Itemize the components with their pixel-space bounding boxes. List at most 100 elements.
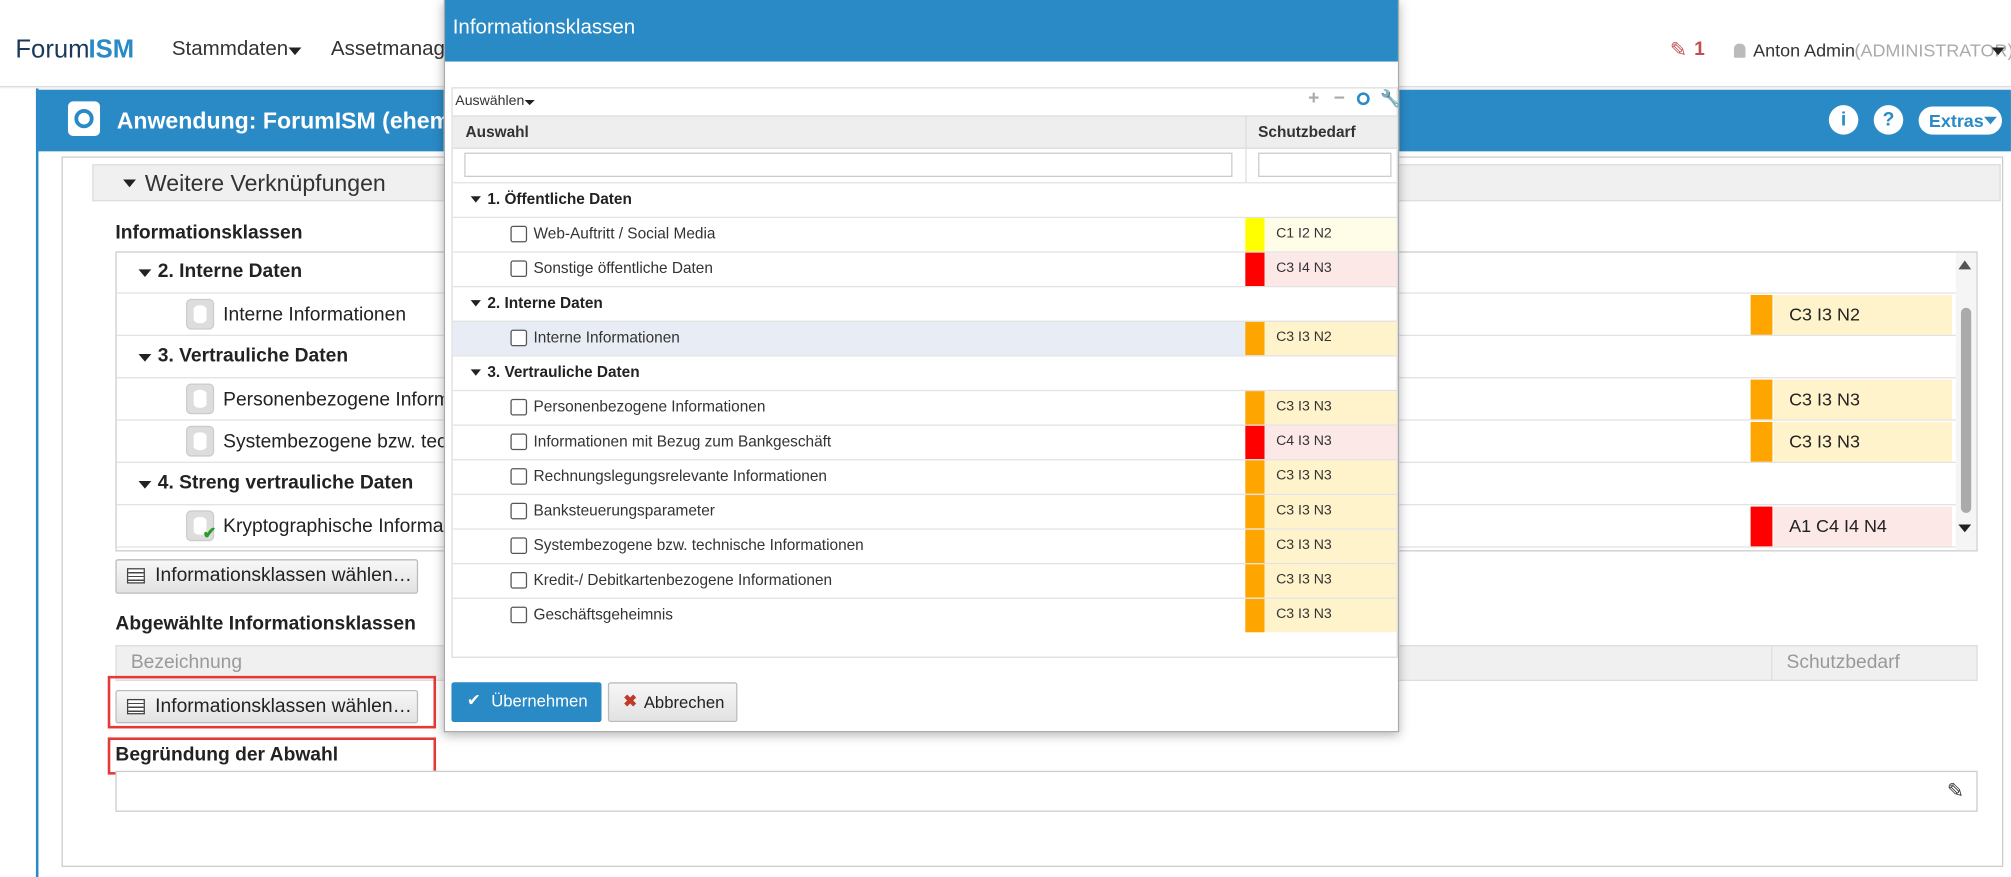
user-role: (ADMINISTRATOR) [1854, 39, 2011, 61]
brand-accent[interactable]: ISM [88, 35, 135, 65]
protection-value: A1 C4 I4 N4 [1789, 515, 1887, 537]
filter-input[interactable] [464, 152, 1233, 177]
protection-cell [1264, 218, 1397, 252]
ok-label[interactable]: Übernehmen [491, 691, 588, 711]
grid-group-row [452, 182, 1397, 217]
item-name: Banksteuerungsparameter [533, 501, 715, 520]
choose-label[interactable]: Informationsklassen wählen… [155, 564, 412, 587]
checkbox[interactable] [510, 260, 528, 278]
protection-color [1245, 460, 1265, 494]
protection-color [1245, 495, 1265, 529]
grid-item-row [452, 597, 1397, 633]
checkbox[interactable] [510, 398, 528, 416]
choose-button[interactable]: Informationsklassen wählen… [115, 689, 419, 724]
deselected-label: Abgewählte Informationsklassen [115, 613, 416, 635]
column-header[interactable]: Bezeichnung [130, 651, 243, 674]
choose-label[interactable]: Informationsklassen wählen… [155, 695, 412, 717]
settings-icon[interactable]: 🔧 [1379, 88, 1401, 108]
protection-cell [1264, 425, 1397, 460]
add-icon[interactable]: + [1308, 87, 1320, 110]
extras-button[interactable]: Extras [1918, 106, 2002, 135]
checkbox[interactable] [510, 468, 528, 485]
protection-cell [1773, 379, 1952, 420]
protection-cell [1264, 460, 1397, 494]
group-caret[interactable] [470, 369, 481, 376]
protection-value: C3 I3 N3 [1789, 388, 1860, 410]
grid-item-row [452, 459, 1397, 494]
ok-button[interactable]: ✔ Übernehmen [451, 682, 602, 723]
menu-item[interactable]: Stammdaten [171, 38, 289, 61]
section-title[interactable]: Weitere Verknüpfungen [144, 170, 386, 197]
grid-item-row [452, 251, 1397, 286]
scroll-up[interactable] [1958, 260, 1972, 270]
app-icon [67, 101, 101, 136]
filter-input[interactable] [1258, 152, 1392, 177]
cancel-icon: ✖ [623, 691, 638, 711]
protection-value: C3 I3 N3 [1276, 468, 1332, 484]
header-title: Anwendung: ForumISM (ehemal [116, 107, 470, 134]
extras-label[interactable]: Extras [1928, 110, 1984, 131]
menu-item[interactable]: Assetmanage [330, 38, 457, 61]
group-caret[interactable] [138, 353, 152, 362]
checkbox[interactable] [510, 537, 528, 555]
protection-color [1750, 421, 1773, 462]
list-icon [126, 698, 145, 715]
column-header[interactable]: Auswahl [465, 123, 529, 142]
item-name: Interne Informationen [533, 328, 680, 347]
protection-color [1245, 321, 1265, 356]
grid-header [452, 115, 1397, 149]
protection-value: C3 I3 N3 [1276, 606, 1332, 623]
column-header[interactable]: Schutzbedarf [1258, 123, 1356, 142]
protection-value: C1 I2 N2 [1276, 225, 1332, 242]
item-name: Informationen mit Bezug zum Bankgeschäft [533, 432, 832, 451]
checkbox[interactable] [510, 225, 528, 243]
scroll-thumb[interactable] [1960, 307, 1972, 513]
cancel-label[interactable]: Abbrechen [643, 692, 725, 712]
search-icon[interactable] [1356, 92, 1370, 106]
cancel-button[interactable]: ✖ Abbrechen [607, 682, 738, 723]
protection-cell [1264, 598, 1397, 633]
group-caret[interactable] [470, 196, 481, 203]
toolbar-caret[interactable] [524, 100, 535, 106]
remove-icon[interactable]: − [1333, 87, 1346, 110]
scroll-down[interactable] [1958, 524, 1972, 533]
user-caret [1991, 47, 2005, 56]
protection-value: C3 I3 N2 [1276, 329, 1332, 345]
protection-cell [1264, 564, 1397, 598]
checkbox[interactable] [510, 502, 528, 520]
protection-value: C3 I3 N3 [1789, 430, 1860, 452]
toolbar-label[interactable]: Auswählen [455, 93, 525, 110]
info-button[interactable]: i [1828, 105, 1859, 135]
choose-button[interactable]: Informationsklassen wählen… [115, 559, 419, 594]
highlight-box [107, 675, 437, 729]
protection-color [1245, 252, 1265, 286]
checkbox[interactable] [510, 433, 528, 451]
protection-cell [1773, 421, 1952, 462]
grid-item-row [452, 493, 1397, 529]
checkbox[interactable] [510, 606, 528, 624]
brand[interactable]: Forum [15, 35, 90, 65]
group-caret[interactable] [470, 300, 481, 307]
edit-button[interactable]: ✎ [1946, 781, 1965, 803]
protection-color [1245, 598, 1265, 633]
protection-color [1750, 379, 1773, 420]
user-name[interactable]: Anton Admin [1753, 39, 1855, 61]
group-caret[interactable] [138, 269, 152, 278]
grid-group-row [452, 355, 1397, 390]
checkbox[interactable] [510, 571, 528, 589]
notification-count[interactable]: 1 [1694, 38, 1705, 61]
grid-item-row [452, 389, 1397, 425]
reason-input[interactable] [115, 770, 1978, 812]
help-button[interactable]: ? [1873, 105, 1904, 135]
protection-value: C3 I4 N3 [1276, 260, 1332, 276]
group-caret[interactable] [138, 480, 152, 489]
item-name: Rechnungslegungsrelevante Informationen [533, 466, 827, 485]
checkbox[interactable] [510, 329, 528, 347]
grid-item-row [452, 563, 1397, 598]
protection-color [1245, 425, 1265, 460]
protection-color [1245, 529, 1265, 564]
reason-label: Begründung der Abwahl [115, 743, 339, 766]
column-header[interactable]: Schutzbedarf [1786, 651, 1900, 674]
item-name: Web-Auftritt / Social Media [533, 224, 716, 243]
